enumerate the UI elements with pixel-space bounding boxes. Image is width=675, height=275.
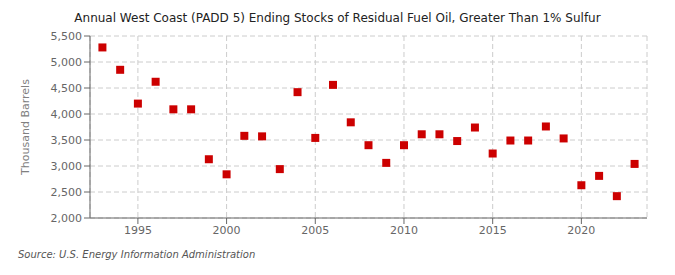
svg-text:5,000: 5,000 [51, 56, 83, 69]
svg-text:4,000: 4,000 [51, 108, 83, 121]
svg-text:2,500: 2,500 [51, 186, 83, 199]
svg-text:3,000: 3,000 [51, 160, 83, 173]
svg-text:Thousand Barrels: Thousand Barrels [19, 79, 32, 176]
svg-text:2015: 2015 [479, 224, 507, 237]
svg-text:3,500: 3,500 [51, 134, 83, 147]
svg-text:2,000: 2,000 [51, 212, 83, 225]
html-text:Annual West Coast (PADD 5) End: Annual West Coast (PADD 5) Ending Stocks… [74, 11, 601, 25]
svg-text:4,500: 4,500 [51, 82, 83, 95]
svg-text:2005: 2005 [301, 224, 329, 237]
svg-text:1995: 1995 [124, 224, 152, 237]
svg-text:5,500: 5,500 [51, 30, 83, 43]
html-text:Source: U.S. Energy Informatio: Source: U.S. Energy Information Administ… [18, 249, 256, 260]
svg-text:2000: 2000 [213, 224, 241, 237]
svg-text:2020: 2020 [567, 224, 595, 237]
svg-text:2010: 2010 [390, 224, 418, 237]
